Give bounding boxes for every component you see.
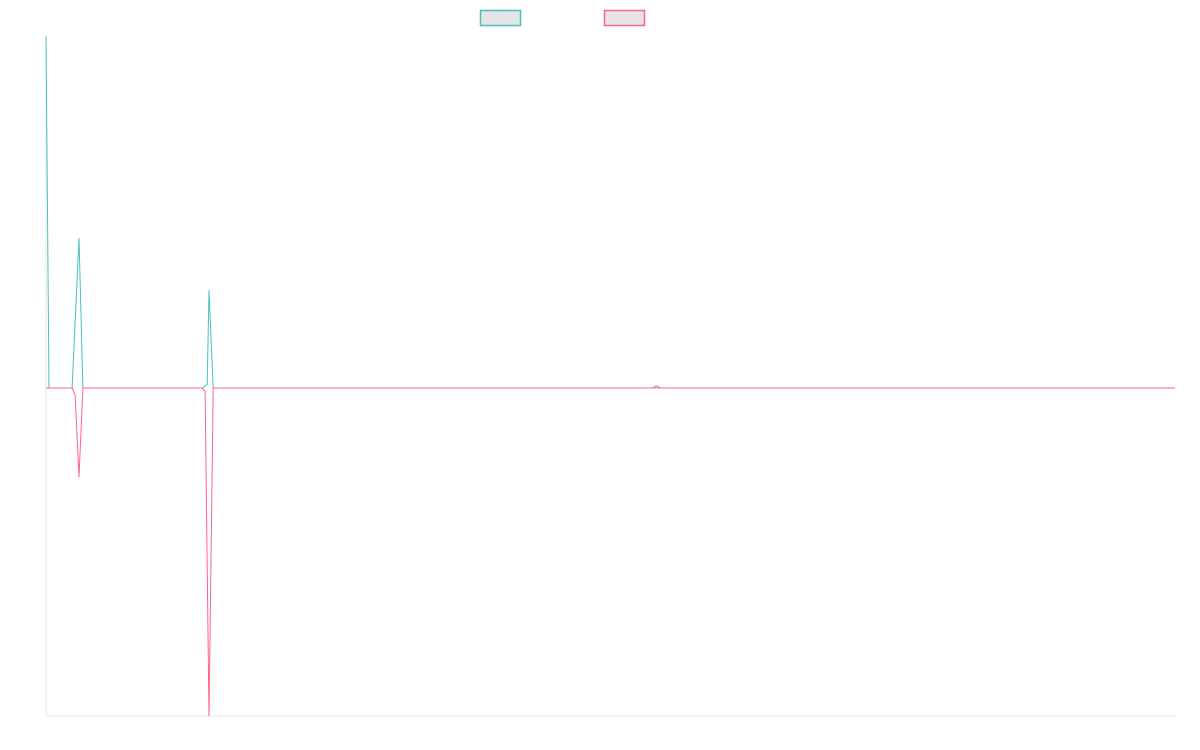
series-line-1 — [45, 35, 1175, 389]
legend-swatch-series-2[interactable] — [603, 9, 646, 27]
legend-swatch-series-1[interactable] — [479, 9, 522, 27]
series-line-2 — [46, 385, 1175, 717]
